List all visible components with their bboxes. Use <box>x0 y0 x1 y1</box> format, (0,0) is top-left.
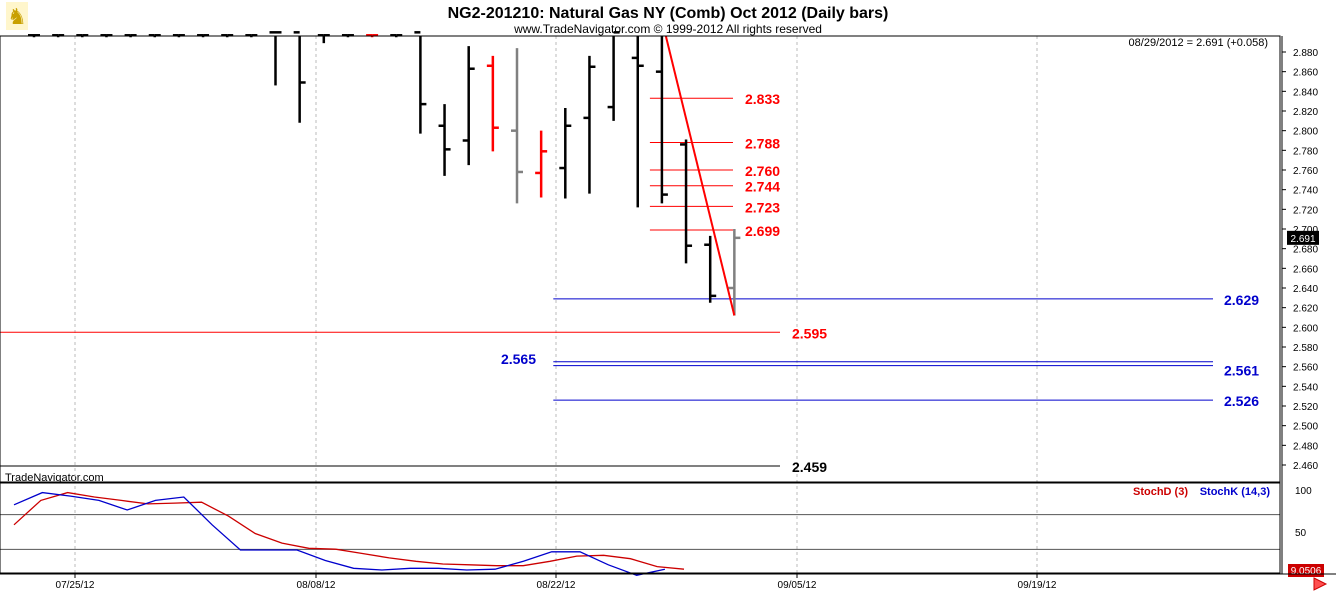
ohlc-bar <box>511 48 523 204</box>
level-label: 2.760 <box>745 163 780 179</box>
svg-text:♞: ♞ <box>7 4 27 29</box>
price-tick-label: 2.840 <box>1293 87 1318 98</box>
price-tick-label: 2.780 <box>1293 146 1318 157</box>
ohlc-bar <box>414 31 427 134</box>
ohlc-bar <box>438 104 451 176</box>
watermark-text: TradeNavigator.com <box>5 472 104 484</box>
ohlc-bar <box>269 31 282 86</box>
price-tick-label: 2.560 <box>1293 363 1318 374</box>
ohlc-bar <box>559 108 572 199</box>
copyright-text: www.TradeNavigator.com © 1999-2012 All r… <box>513 22 822 36</box>
ohlc-bar <box>317 34 330 44</box>
ohlc-bar <box>535 130 548 198</box>
level-label: 2.723 <box>745 199 780 215</box>
date-tick-label: 07/25/12 <box>56 580 95 591</box>
scroll-right-arrow-icon[interactable] <box>1313 577 1328 591</box>
ohlc-bar <box>704 235 717 303</box>
price-tick-label: 2.620 <box>1293 304 1318 315</box>
date-tick-label: 08/22/12 <box>537 580 576 591</box>
trend-line-layer <box>664 36 736 316</box>
level-label: 2.833 <box>745 91 780 107</box>
price-tick-label: 2.500 <box>1293 422 1318 433</box>
price-panel-border <box>0 35 1281 483</box>
price-tick-label: 2.540 <box>1293 382 1318 393</box>
trend-line <box>664 36 736 316</box>
price-tick-label: 2.580 <box>1293 343 1318 354</box>
price-tick-label: 2.520 <box>1293 402 1318 413</box>
ohlc-bar <box>631 36 644 208</box>
ohlc-bar <box>583 55 596 194</box>
last-price-info: 08/29/2012 = 2.691 (+0.058) <box>1129 37 1268 49</box>
price-tick-label: 2.860 <box>1293 68 1318 79</box>
date-tick-label: 09/19/12 <box>1018 580 1057 591</box>
ohlc-bar <box>607 31 620 121</box>
level-label: 2.788 <box>745 135 780 151</box>
level-label: 2.565 <box>501 351 536 367</box>
date-tick-label: 09/05/12 <box>778 580 817 591</box>
chart-title: NG2-201210: Natural Gas NY (Comb) Oct 20… <box>448 5 889 22</box>
stoch-panel-border <box>0 482 1281 574</box>
level-label: 2.595 <box>792 325 827 341</box>
ohlc-bar <box>680 139 693 264</box>
level-label: 2.561 <box>1224 363 1259 379</box>
ohlc-bar <box>655 36 668 204</box>
stochk-legend: StochK (14,3) <box>1200 486 1271 498</box>
stoch-last-value-label: 9.0506 <box>1291 566 1322 577</box>
ohlc-bar <box>728 229 741 316</box>
price-tick-label: 2.720 <box>1293 205 1318 216</box>
price-tick-label: 2.880 <box>1293 48 1318 59</box>
current-price-label: 2.691 <box>1290 234 1315 245</box>
date-tick-label: 08/08/12 <box>297 580 336 591</box>
price-tick-label: 2.640 <box>1293 284 1318 295</box>
axes-layer: 07/25/12 08/08/12 08/22/12 09/05/12 09/19/12… <box>0 35 1336 591</box>
stochd-legend: StochD (3) <box>1133 486 1188 498</box>
current-price-marker <box>1287 230 1319 245</box>
stoch-series-line <box>13 491 685 570</box>
level-label: 2.459 <box>792 459 827 475</box>
stoch-series-line <box>13 491 666 576</box>
price-tick-label: 2.760 <box>1293 166 1318 177</box>
ohlc-bar <box>486 55 499 152</box>
price-tick-label: 2.480 <box>1293 441 1318 452</box>
level-label: 2.744 <box>745 179 780 195</box>
level-label: 2.526 <box>1224 393 1259 409</box>
stochastic-layer: 100 50 9.0506 <box>0 486 1324 577</box>
price-tick-label: 2.820 <box>1293 107 1318 118</box>
price-bars-layer <box>28 31 741 316</box>
price-tick-label: 2.740 <box>1293 186 1318 197</box>
price-tick-label: 2.680 <box>1293 245 1318 256</box>
stoch-tick-label: 50 <box>1295 528 1307 539</box>
ohlc-bar <box>462 46 475 166</box>
stoch-tick-label: 100 <box>1295 486 1312 497</box>
price-tick-label: 2.800 <box>1293 127 1318 138</box>
tradenavigator-logo: ♞ <box>6 2 28 30</box>
ohlc-bar <box>293 31 306 123</box>
price-tick-label: 2.460 <box>1293 461 1318 472</box>
price-tick-label: 2.700 <box>1293 225 1318 236</box>
level-label: 2.699 <box>745 223 780 239</box>
price-tick-label: 2.600 <box>1293 323 1318 334</box>
level-label: 2.629 <box>1224 292 1259 308</box>
price-tick-label: 2.660 <box>1293 264 1318 275</box>
